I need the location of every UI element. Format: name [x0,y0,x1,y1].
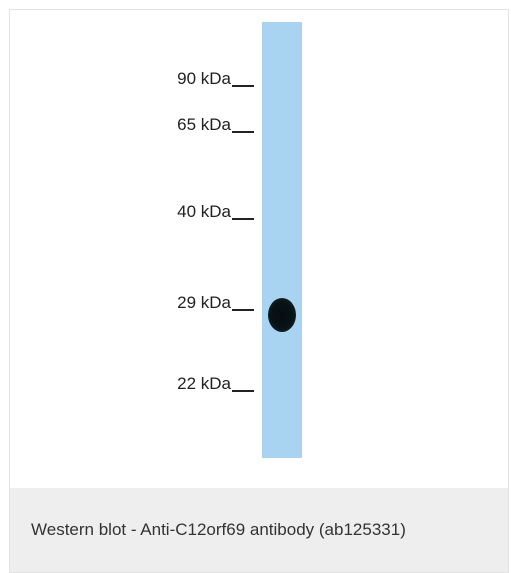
marker-22kda: 22 kDa [10,372,254,394]
marker-label: 90 kDa [177,69,231,88]
marker-65kda: 65 kDa [10,113,254,135]
protein-band [268,298,296,332]
marker-label: 22 kDa [177,374,231,393]
marker-tick [232,85,254,87]
marker-29kda: 29 kDa [10,291,254,313]
figure-card: 90 kDa 65 kDa 40 kDa 29 kDa 22 kDa Weste… [9,9,509,573]
marker-tick [232,218,254,220]
blot-lane [262,22,302,458]
marker-label: 65 kDa [177,115,231,134]
marker-tick [232,309,254,311]
western-blot-image: 90 kDa 65 kDa 40 kDa 29 kDa 22 kDa [10,10,508,488]
marker-90kda: 90 kDa [10,67,254,89]
figure-caption: Western blot - Anti-C12orf69 antibody (a… [31,520,406,539]
marker-tick [232,390,254,392]
caption-bar: Western blot - Anti-C12orf69 antibody (a… [10,488,508,572]
marker-label: 29 kDa [177,293,231,312]
marker-tick [232,131,254,133]
marker-label: 40 kDa [177,202,231,221]
marker-40kda: 40 kDa [10,200,254,222]
